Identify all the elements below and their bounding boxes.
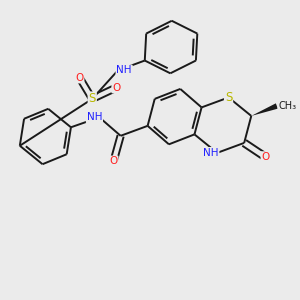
Text: NH: NH [116, 65, 132, 76]
Text: O: O [110, 156, 118, 167]
Text: O: O [261, 152, 270, 162]
Text: O: O [75, 73, 84, 82]
Text: S: S [225, 91, 232, 104]
Text: CH₃: CH₃ [278, 101, 296, 111]
Text: S: S [88, 92, 96, 105]
Text: O: O [112, 82, 121, 92]
Polygon shape [251, 103, 278, 116]
Text: NH: NH [203, 148, 219, 158]
Text: NH: NH [87, 112, 102, 122]
